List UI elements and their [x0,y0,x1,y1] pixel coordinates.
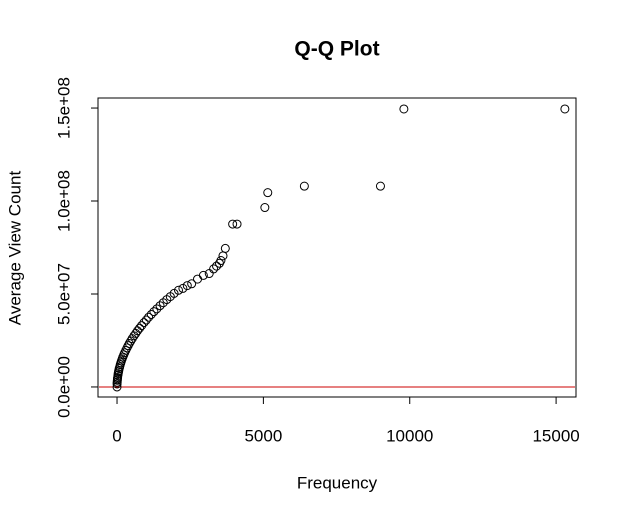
point [299,181,309,191]
chart-title: Q-Q Plot [294,38,379,61]
point [152,304,162,314]
point [155,301,165,311]
y-axis-label: Average View Count [5,171,24,326]
point [218,251,228,261]
point [146,309,156,319]
point [228,219,238,229]
point [135,323,145,333]
point [124,338,134,348]
point [220,243,230,253]
point [126,336,136,346]
point [216,256,226,266]
point [137,321,147,331]
point [193,274,203,284]
x-tick-label: 5000 [244,426,282,445]
point [212,261,222,271]
point [149,307,159,317]
point [139,318,149,328]
plot-box [97,97,577,398]
point [232,219,242,229]
point [173,285,183,295]
point [122,343,132,353]
point [182,281,192,291]
x-axis-label: Frequency [297,473,378,492]
point [263,188,273,198]
point [260,203,270,213]
y-tick-label: 1.0e+08 [54,170,73,232]
point [399,104,409,114]
point [375,181,385,191]
point [141,315,151,325]
x-tick-label: 10000 [386,426,433,445]
point [209,264,219,274]
point [187,279,197,289]
y-tick-label: 5.0e+07 [54,263,73,325]
point [560,104,570,114]
y-tick-label: 0.0e+00 [54,356,73,418]
point [178,283,188,293]
point [198,270,208,280]
point [123,341,133,351]
x-tick-label: 0 [112,426,121,445]
x-tick-label: 15000 [532,426,579,445]
point [144,312,154,322]
y-tick-label: 1.5e+08 [54,77,73,139]
